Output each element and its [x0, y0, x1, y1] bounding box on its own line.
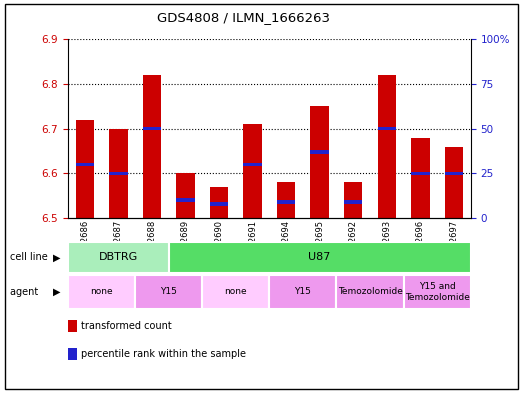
- Bar: [143, 75, 161, 218]
- Text: GDS4808 / ILMN_1666263: GDS4808 / ILMN_1666263: [157, 11, 329, 24]
- Text: none: none: [90, 287, 113, 296]
- Bar: [75, 163, 94, 166]
- Bar: [176, 173, 195, 218]
- Text: DBTRG: DBTRG: [99, 252, 138, 263]
- Bar: [378, 127, 396, 130]
- Text: ▶: ▶: [53, 252, 61, 263]
- Bar: [243, 124, 262, 218]
- Bar: [378, 75, 396, 218]
- Bar: [311, 150, 329, 154]
- Bar: [75, 120, 94, 218]
- Text: U87: U87: [309, 252, 331, 263]
- Text: agent: agent: [10, 287, 42, 297]
- Bar: [445, 172, 463, 175]
- Text: ▶: ▶: [53, 287, 61, 297]
- Bar: [210, 202, 228, 206]
- Text: Y15: Y15: [294, 287, 311, 296]
- Bar: [109, 172, 128, 175]
- Bar: [109, 129, 128, 218]
- Text: Temozolomide: Temozolomide: [337, 287, 403, 296]
- Text: Y15 and
Temozolomide: Y15 and Temozolomide: [405, 282, 470, 301]
- Bar: [445, 147, 463, 218]
- Bar: [344, 200, 362, 204]
- Text: none: none: [224, 287, 247, 296]
- Bar: [143, 127, 161, 130]
- Text: percentile rank within the sample: percentile rank within the sample: [81, 349, 246, 359]
- Bar: [311, 107, 329, 218]
- Text: Y15: Y15: [160, 287, 177, 296]
- Bar: [277, 200, 295, 204]
- Text: transformed count: transformed count: [81, 321, 172, 331]
- Bar: [243, 163, 262, 166]
- Bar: [277, 182, 295, 218]
- Text: cell line: cell line: [10, 252, 51, 263]
- Bar: [210, 187, 228, 218]
- Bar: [344, 182, 362, 218]
- Bar: [411, 172, 429, 175]
- Bar: [411, 138, 429, 218]
- Bar: [176, 198, 195, 202]
